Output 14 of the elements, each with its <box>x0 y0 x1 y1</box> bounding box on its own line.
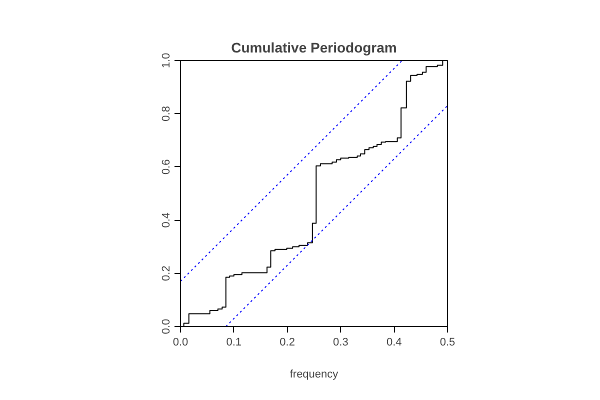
y-tick-label: 0.6 <box>160 159 172 175</box>
y-tick-label: 0.8 <box>160 106 172 122</box>
x-tick-label: 0.3 <box>333 336 348 348</box>
chart-title: Cumulative Periodogram <box>231 40 397 56</box>
x-tick-label: 0.0 <box>172 336 188 348</box>
y-tick-label: 0.0 <box>160 318 172 334</box>
y-tick-label: 1.0 <box>160 52 172 68</box>
x-tick-label: 0.4 <box>386 336 402 348</box>
x-tick-label: 0.5 <box>440 336 456 348</box>
x-tick-label: 0.2 <box>280 336 295 348</box>
x-axis-title: frequency <box>290 368 339 380</box>
y-tick-label: 0.4 <box>160 212 172 228</box>
y-tick-label: 0.2 <box>160 266 172 281</box>
x-tick-label: 0.1 <box>226 336 242 348</box>
